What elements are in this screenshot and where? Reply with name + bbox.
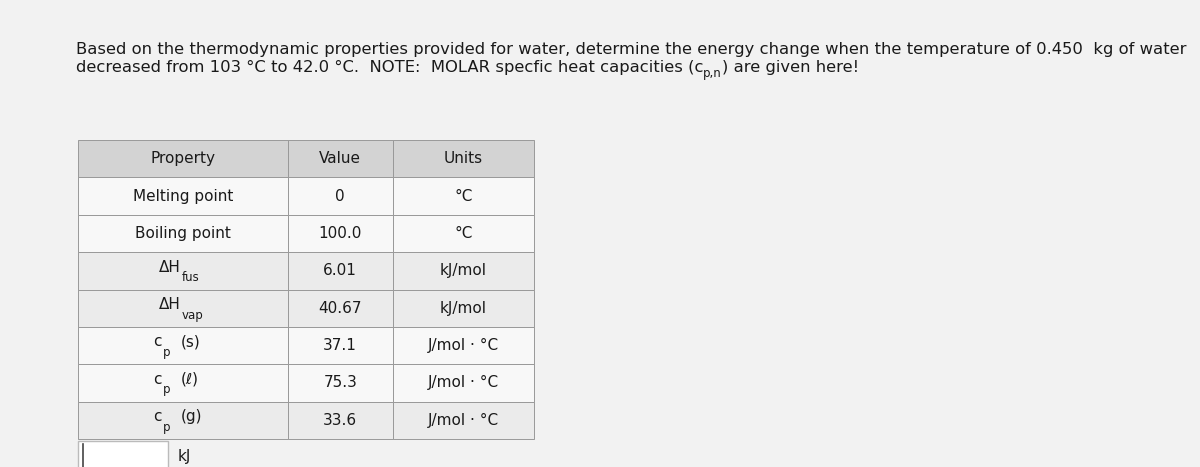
Text: Boiling point: Boiling point (134, 226, 230, 241)
Text: (g): (g) (180, 409, 202, 424)
Text: kJ: kJ (178, 449, 191, 464)
Bar (288, 402, 392, 439)
Text: 6.01: 6.01 (323, 263, 358, 278)
Text: (s): (s) (180, 334, 200, 349)
Text: ΔH: ΔH (158, 297, 180, 312)
Text: c: c (152, 334, 161, 349)
Text: Based on the thermodynamic properties provided for water, determine the energy c: Based on the thermodynamic properties pr… (76, 42, 1186, 57)
Text: J/mol · °C: J/mol · °C (427, 338, 499, 353)
Text: decreased from 103 °C to 42.0 °C.  NOTE:  MOLAR specfic heat capacities (c: decreased from 103 °C to 42.0 °C. NOTE: … (76, 60, 703, 75)
Bar (288, 177, 392, 215)
Bar (78, 364, 288, 402)
Bar (392, 402, 534, 439)
Bar (392, 327, 534, 364)
Text: c: c (152, 409, 161, 424)
Bar (392, 215, 534, 252)
Text: J/mol · °C: J/mol · °C (427, 375, 499, 390)
Bar (288, 327, 392, 364)
Text: (ℓ): (ℓ) (180, 372, 198, 387)
Bar (288, 252, 392, 290)
Bar (78, 441, 168, 467)
Bar (392, 252, 534, 290)
Text: c: c (152, 372, 161, 387)
Bar (78, 177, 288, 215)
Text: 40.67: 40.67 (318, 301, 362, 316)
Text: 37.1: 37.1 (323, 338, 358, 353)
Text: 0: 0 (335, 189, 346, 204)
Text: p,n: p,n (703, 67, 722, 80)
Text: Melting point: Melting point (133, 189, 233, 204)
Text: p: p (162, 383, 170, 396)
Bar (78, 252, 288, 290)
Text: Units: Units (444, 151, 482, 166)
Text: Property: Property (150, 151, 215, 166)
Bar (392, 290, 534, 327)
Bar (392, 140, 534, 177)
Bar (392, 177, 534, 215)
Text: kJ/mol: kJ/mol (440, 263, 487, 278)
Bar (78, 215, 288, 252)
Text: Value: Value (319, 151, 361, 166)
Text: p: p (162, 421, 170, 434)
Text: 33.6: 33.6 (323, 413, 358, 428)
Text: fus: fus (181, 271, 199, 284)
Text: vap: vap (181, 309, 204, 322)
Bar (288, 215, 392, 252)
Bar (78, 327, 288, 364)
Text: p: p (162, 346, 170, 359)
Bar (288, 140, 392, 177)
Text: ) are given here!: ) are given here! (722, 60, 859, 75)
Text: 75.3: 75.3 (323, 375, 358, 390)
Bar (288, 364, 392, 402)
Bar (288, 290, 392, 327)
Text: J/mol · °C: J/mol · °C (427, 413, 499, 428)
Bar (392, 364, 534, 402)
Bar (78, 140, 288, 177)
Bar (78, 402, 288, 439)
Text: °C: °C (454, 226, 473, 241)
Text: ΔH: ΔH (158, 260, 180, 275)
Bar (78, 290, 288, 327)
Text: kJ/mol: kJ/mol (440, 301, 487, 316)
Text: 100.0: 100.0 (318, 226, 362, 241)
Text: °C: °C (454, 189, 473, 204)
